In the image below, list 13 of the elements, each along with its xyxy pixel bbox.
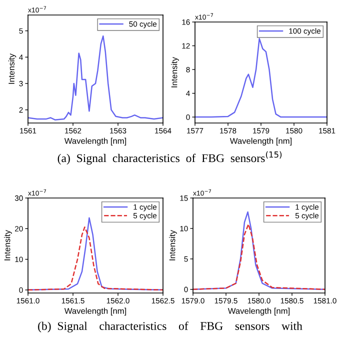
text: (a) Signal characteristics of FBG sensors$^{(15)}$: [58, 151, 282, 165]
line-series: [28, 35, 163, 120]
line-series: [195, 38, 327, 118]
x-axis-title: Wavelength [nm]: [64, 308, 126, 316]
y-axis-title: Intensity: [169, 230, 177, 260]
x-axis-title: Wavelength [nm]: [228, 308, 290, 316]
y-axis-title: Intensity: [171, 57, 179, 88]
text: (b) Signal characteristics of FBG sensors with: [38, 322, 302, 332]
y-axis-title: Intensity: [4, 230, 12, 260]
line-series: [193, 224, 325, 290]
x-axis-title: Wavelength [nm]: [64, 138, 126, 146]
x-axis-title: Wavelength [nm]: [230, 138, 292, 146]
y-axis-title: Intensity: [8, 54, 16, 84]
